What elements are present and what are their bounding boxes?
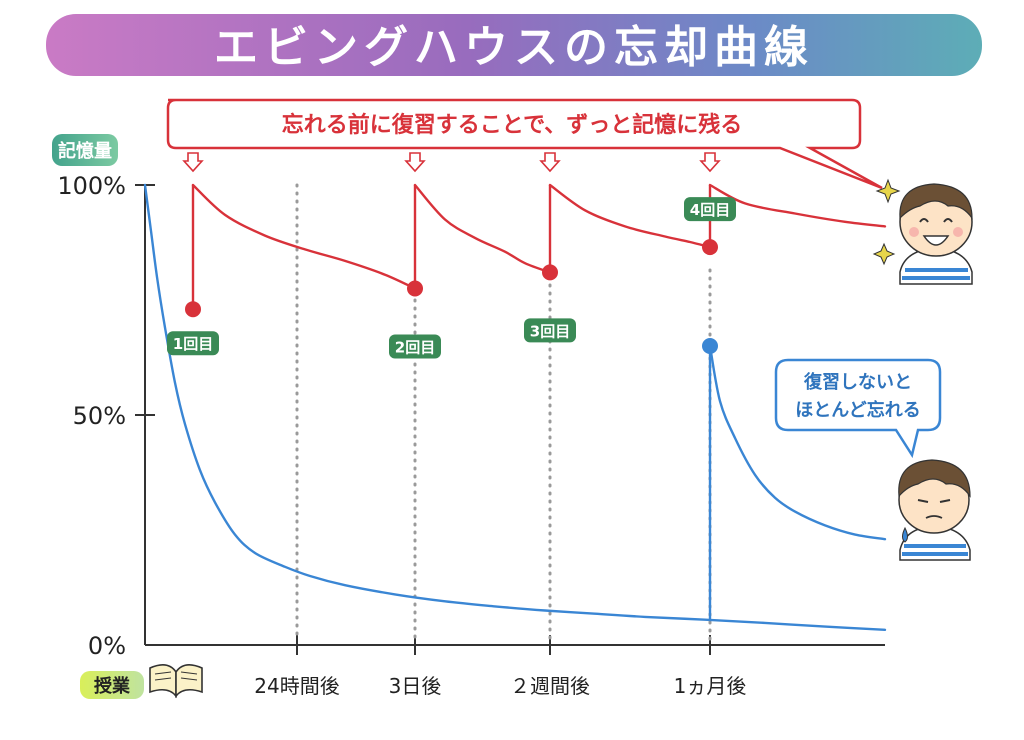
x-tick-label-3d: 3日後: [389, 674, 442, 698]
series-line-3: [413, 183, 552, 274]
chart-title: エビングハウスの忘却曲線: [214, 22, 814, 73]
review-label-tag-4: [684, 197, 736, 222]
review-arrow-1: [182, 152, 204, 173]
gridlines: [295, 183, 712, 642]
sparkle-icon: [875, 178, 901, 204]
series-line-4: [548, 183, 712, 249]
review-point-3: [542, 264, 558, 281]
y-tick-label-100: 100%: [57, 172, 126, 200]
review-label-tag-3: [524, 318, 576, 343]
review-arrow-2: [404, 152, 426, 173]
series-line-5: [708, 183, 887, 228]
review-arrow-3: [539, 152, 561, 173]
review-arrow-4: [699, 152, 721, 173]
series-line-0: [143, 183, 887, 631]
review-label-1: 1回目: [173, 335, 213, 353]
review-label-4: 4回目: [690, 201, 730, 219]
review-label-3: 3回目: [530, 322, 570, 340]
review-point-4: [702, 239, 718, 256]
open-book-icon: [149, 664, 203, 699]
axes: [135, 184, 885, 655]
title-banner: エビングハウスの忘却曲線: [46, 14, 982, 76]
forgot-point: [702, 338, 718, 354]
review-layer: 1回目 2回目 3回目 4回目: [167, 152, 736, 622]
review-point-1: [185, 301, 201, 318]
sparkle-icon: [872, 242, 896, 266]
x-start-label: 授業: [80, 664, 203, 699]
sad-boy-icon: [898, 459, 971, 561]
x-tick-label-1m: 1ヵ月後: [674, 674, 747, 698]
review-label-tag-1: [167, 331, 219, 356]
series-line-2: [191, 183, 417, 290]
y-tick-label-0: 0%: [88, 632, 126, 660]
y-tick-label-50: 50%: [73, 402, 126, 430]
happy-boy-icon: [872, 178, 973, 285]
y-axis-label-text: 記憶量: [58, 140, 112, 162]
no-review-text-line2: ほとんど忘れる: [795, 399, 920, 421]
review-point-2: [407, 280, 423, 297]
sweat-drop-icon: [902, 526, 908, 543]
no-review-callout: 復習しないと ほとんど忘れる: [774, 358, 942, 459]
x-tick-label-24h: 24時間後: [254, 674, 339, 698]
x-start-label-text: 授業: [94, 675, 131, 697]
x-tick-label-2w: ２週間後: [510, 674, 590, 698]
series-layer: [143, 183, 887, 631]
review-label-tag-2: [389, 334, 441, 359]
review-message-callout: 忘れる前に復習することで、ずっと記憶に残る: [166, 98, 883, 190]
review-label-2: 2回目: [395, 339, 435, 357]
no-review-text-line1: 復習しないと: [803, 371, 912, 393]
y-axis-label: 記憶量: [52, 134, 118, 166]
review-message-text: 忘れる前に復習することで、ずっと記憶に残る: [282, 112, 742, 138]
series-line-1: [708, 344, 887, 541]
